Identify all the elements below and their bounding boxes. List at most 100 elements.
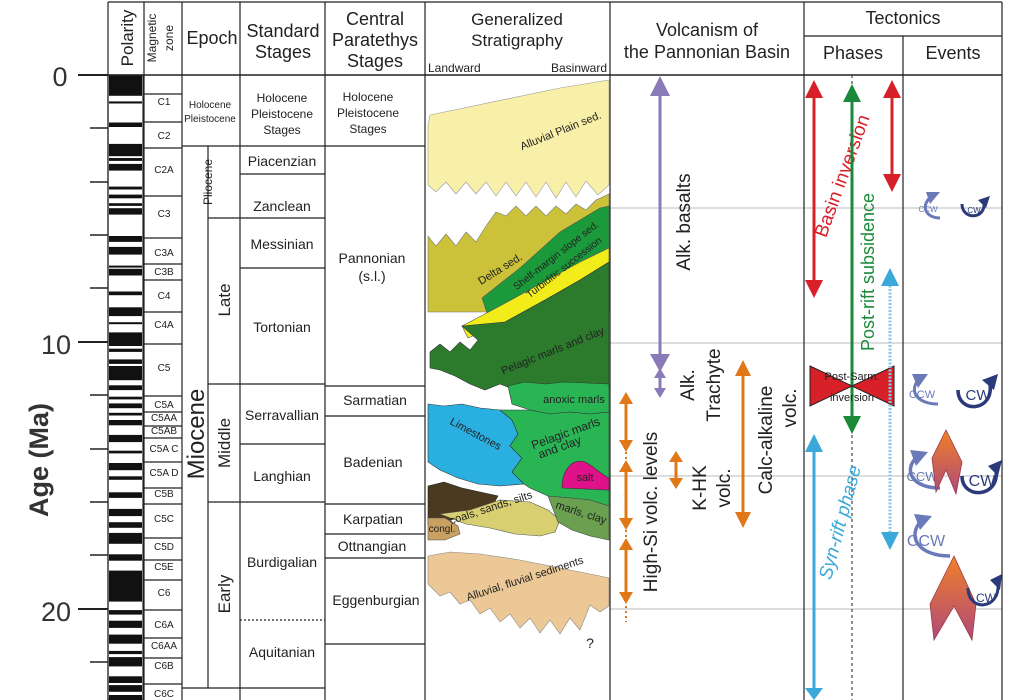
normal-polarity-band — [109, 532, 142, 544]
calc-alkaline-head-top — [735, 360, 751, 376]
zone-label: C5A — [154, 400, 174, 411]
high-si-label: High-Si volc. levels — [641, 432, 662, 593]
normal-polarity-band — [109, 450, 142, 454]
normal-polarity-band — [109, 163, 142, 171]
header-volcanism-2: the Pannonian Basin — [624, 42, 790, 62]
header-paratethys-1: Central — [346, 9, 404, 29]
stage-piacenzian: Piacenzian — [248, 153, 317, 169]
normal-polarity-band — [109, 208, 142, 215]
basin-inversion-head — [883, 174, 901, 192]
header-epoch: Epoch — [186, 28, 237, 48]
epoch-middle: Middle — [215, 418, 234, 468]
cw-label-1: CW — [966, 387, 992, 404]
normal-polarity-band — [109, 265, 142, 268]
normal-polarity-band — [109, 186, 142, 190]
cw-arrow-2 — [960, 469, 998, 495]
paratethys-stages: Holocene Pleistocene Stages Pannonian (s… — [332, 90, 419, 608]
normal-polarity-band — [109, 650, 142, 655]
normal-polarity-band — [109, 685, 142, 692]
normal-polarity-band — [109, 143, 142, 157]
normal-polarity-band — [109, 434, 142, 443]
magnetic-zone-labels: C1 C2 C2A C3 C3A C3B C4 C4A C5 C5A C5AA … — [150, 97, 179, 700]
zone-label: C6B — [154, 661, 174, 672]
normal-polarity-band — [109, 476, 142, 480]
cw-arrowhead-1 — [982, 374, 998, 390]
zone-label: C5 — [158, 363, 171, 374]
epoch-pliocene: Pliocene — [201, 159, 215, 205]
para-holocene-3: Stages — [349, 122, 386, 136]
upper-blue-head — [881, 268, 899, 286]
normal-polarity-band — [109, 492, 142, 498]
header-phases: Phases — [823, 43, 883, 63]
stage-messinian: Messinian — [250, 236, 313, 252]
tick-label-10: 10 — [41, 330, 71, 360]
cw-label-small: CW — [967, 206, 981, 215]
normal-polarity-band — [109, 695, 142, 700]
post-rift-head — [843, 84, 861, 102]
polarity-column — [107, 74, 144, 700]
zone-label: C5AB — [151, 426, 177, 437]
zone-label: C5A D — [150, 468, 179, 479]
label-question: ? — [586, 635, 594, 651]
para-pannonian-2: (s.l.) — [358, 268, 385, 284]
post-rift-head — [843, 416, 861, 434]
high-si-head — [619, 460, 633, 472]
cw-arrow-small — [960, 201, 986, 218]
label-anoxic: anoxic marls — [543, 394, 605, 406]
normal-polarity-band — [109, 620, 142, 628]
zone-label: C5C — [154, 514, 174, 525]
k-hk-head-bottom — [669, 478, 683, 489]
header-strat-1: Generalized — [471, 10, 563, 29]
zone-label: C6AA — [151, 641, 177, 652]
cw-arrowhead-2 — [988, 460, 1002, 476]
alluvial-plain-unit — [427, 79, 610, 199]
normal-polarity-band — [109, 403, 142, 409]
para-eggenburgian: Eggenburgian — [332, 592, 419, 608]
syn-rift-head — [805, 688, 823, 700]
para-karpatian: Karpatian — [343, 511, 403, 527]
normal-polarity-band — [109, 158, 142, 161]
zone-label: C6 — [158, 588, 171, 599]
high-si-head — [619, 440, 633, 452]
header-tectonics: Tectonics — [865, 8, 940, 28]
ccw-label-3: CCW — [907, 533, 946, 550]
stage-zanclean: Zanclean — [253, 198, 311, 214]
zone-label: C4 — [158, 291, 171, 302]
zone-label: C5A C — [150, 444, 179, 455]
cw-arrow-1 — [956, 383, 992, 409]
label-salt: salt — [576, 472, 593, 484]
tick-label-20: 20 — [41, 597, 71, 627]
para-holocene-1: Holocene — [343, 90, 394, 104]
normal-polarity-band — [109, 307, 142, 317]
normal-polarity-band — [109, 396, 142, 400]
normal-polarity-band — [109, 657, 142, 667]
zone-label: C3 — [158, 209, 171, 220]
normal-polarity-band — [109, 122, 142, 127]
alk-trachyte-label-2: Trachyte — [704, 348, 725, 421]
ccw-label-2: CCW — [906, 469, 938, 484]
table-grid — [107, 1, 1003, 700]
basin-inversion-head — [883, 80, 901, 98]
calc-alkaline-label-1: Calc-alkaline — [756, 386, 777, 495]
zone-label: C6C — [154, 689, 174, 700]
stage-holocene-1: Holocene — [257, 91, 308, 105]
post-sarm-label-1: Post-Sarm. — [824, 371, 879, 383]
ccw-arrowhead-small — [926, 192, 940, 204]
high-si-head — [619, 592, 633, 604]
header-magnetic-2: zone — [162, 25, 176, 51]
cw-arrowhead-3 — [990, 574, 1002, 590]
para-pannonian-1: Pannonian — [339, 250, 406, 266]
epoch-late: Late — [215, 283, 234, 316]
header-basinward: Basinward — [551, 61, 607, 75]
normal-polarity-band — [109, 194, 142, 199]
normal-polarity-band — [109, 348, 142, 352]
epoch-miocene: Miocene — [183, 389, 210, 480]
event-chevron-2 — [929, 555, 977, 642]
calc-alkaline-label-2: volc. — [780, 388, 801, 427]
k-hk-label-1: K-HK — [690, 465, 711, 511]
age-axis: Age (Ma) 0 10 20 — [24, 62, 108, 663]
normal-polarity-band — [109, 246, 142, 255]
stage-holocene-2: Pleistocene — [251, 107, 313, 121]
volcanism-panel: Alk. basalts Alk. Trachyte Calc-alkaline… — [619, 76, 801, 622]
stage-serravallian: Serravallian — [245, 407, 319, 423]
